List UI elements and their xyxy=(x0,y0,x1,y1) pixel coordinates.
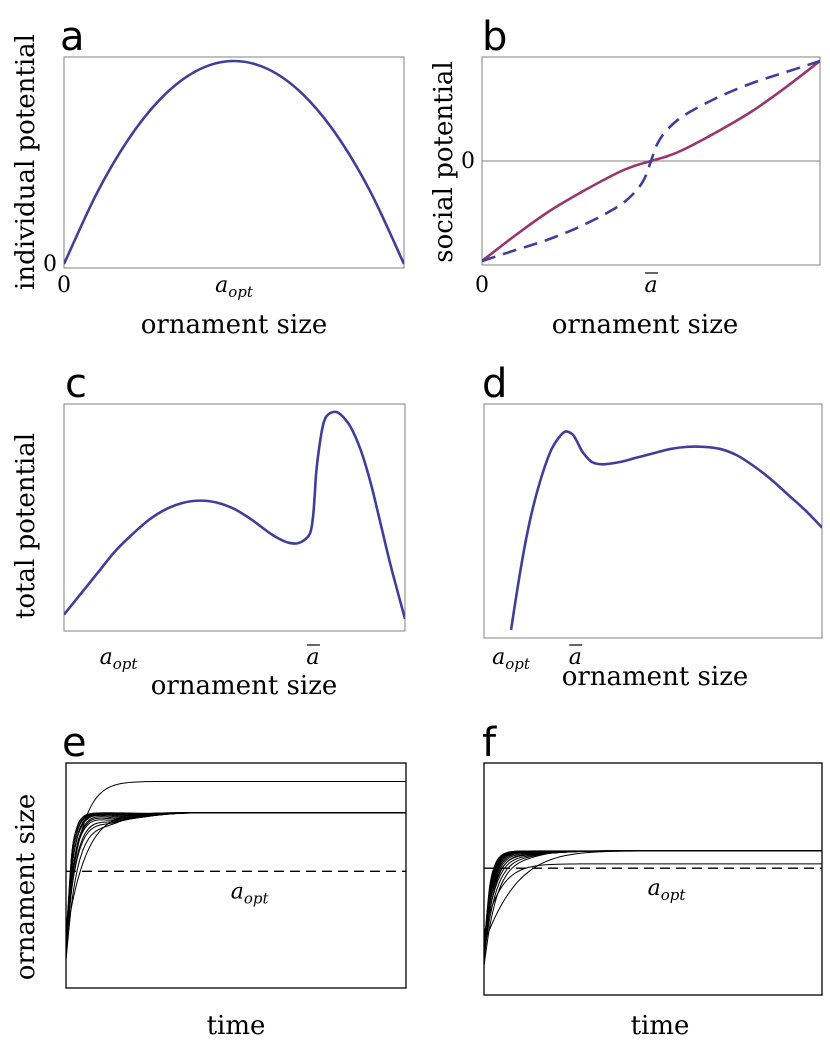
panel-f: f time aopt xyxy=(482,720,823,1041)
y-axis-label-b: social potential xyxy=(429,61,459,262)
plot-frame-f xyxy=(483,762,823,996)
y-axis-label-a: individual potential xyxy=(11,34,41,290)
ticks-c: aopt a xyxy=(100,644,320,673)
x-tick-label-b-1: a xyxy=(644,273,657,298)
y-tick-label-b-0: 0 xyxy=(461,149,475,174)
trajectory-e-s1 xyxy=(66,780,406,928)
plot-frame-d xyxy=(483,403,823,639)
panel-e: e ornament size time aopt xyxy=(11,720,407,1041)
plot-frame-a xyxy=(63,56,405,269)
trajectory-e-b9 xyxy=(66,812,406,940)
y-tick-label-a-0: 0 xyxy=(43,252,57,277)
ticks-f: aopt xyxy=(648,876,687,904)
plot-area-c xyxy=(64,410,405,620)
panel-letter-e: e xyxy=(62,720,87,766)
x-tick-label-a-0: 0 xyxy=(57,273,71,298)
plot-area-d xyxy=(509,430,822,631)
trajectory-f-s1 xyxy=(484,863,822,934)
trajectory-e-b6 xyxy=(66,812,406,938)
x-tick-label-d-1: a xyxy=(569,645,582,670)
panel-d: d ornament size aopt a xyxy=(482,361,823,692)
ticks-b: 0 a 0 xyxy=(461,149,658,298)
x-axis-label-b: ornament size xyxy=(552,310,739,340)
panel-letter-c: c xyxy=(65,361,87,407)
series-line-c-0 xyxy=(64,410,405,620)
x-axis-label-d: ornament size xyxy=(562,662,749,692)
x-tick-label-d-0: aopt xyxy=(492,645,531,673)
trajectory-e-s0 xyxy=(66,812,406,939)
ticks-e: aopt xyxy=(231,879,270,907)
x-tick-label-a-1: aopt xyxy=(215,273,254,301)
x-tick-label-b-0: 0 xyxy=(475,273,489,298)
plot-frame-c xyxy=(63,403,406,632)
x-tick-label-c-1: a xyxy=(306,645,319,670)
x-axis-label-e: time xyxy=(207,1011,266,1041)
panel-c: c total potential ornament size aopt a xyxy=(11,361,406,701)
trajectory-e-b1 xyxy=(66,812,406,944)
plot-frame-e xyxy=(65,762,407,989)
series-line-d-0 xyxy=(509,430,822,631)
x-axis-label-f: time xyxy=(631,1011,690,1041)
panel-letter-d: d xyxy=(482,361,507,407)
x-axis-label-a: ornament size xyxy=(141,310,328,340)
series-line-b-1 xyxy=(482,59,820,263)
x-axis-label-c: ornament size xyxy=(151,671,338,701)
y-axis-label-e: ornament size xyxy=(11,794,41,981)
x-tick-label-e-ref: aopt xyxy=(231,879,270,907)
panel-a: a individual potential ornament size 0 ao… xyxy=(11,14,405,340)
panel-b: b social potential ornament size 0 a 0 xyxy=(429,14,821,340)
trajectory-e-b12 xyxy=(66,812,406,942)
panel-letter-a: a xyxy=(60,14,85,60)
plot-area-b xyxy=(482,59,820,263)
ticks-d: aopt a xyxy=(492,644,583,673)
series-line-a-0 xyxy=(64,59,404,265)
panel-letter-f: f xyxy=(482,720,497,766)
trajectory-f-s0 xyxy=(484,850,822,944)
x-tick-label-c-0: aopt xyxy=(100,645,139,673)
plot-area-a xyxy=(64,59,404,265)
ticks-a: 0 aopt 0 xyxy=(43,252,254,301)
plot-area-e xyxy=(66,780,406,961)
plot-area-f xyxy=(484,850,822,966)
x-tick-label-f-ref: aopt xyxy=(648,876,687,904)
trajectory-e-b3 xyxy=(66,812,406,937)
y-axis-label-c: total potential xyxy=(11,433,41,619)
trajectory-f-b14 xyxy=(484,850,822,956)
panel-letter-b: b xyxy=(482,14,507,60)
